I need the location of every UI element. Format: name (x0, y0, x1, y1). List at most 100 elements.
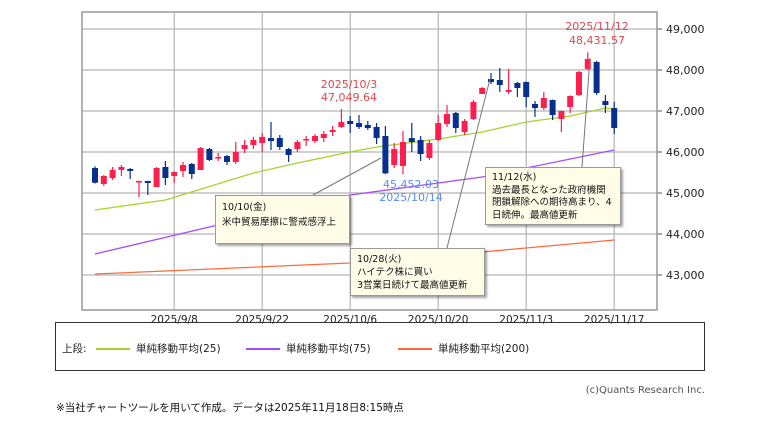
low-label-value: 45,452.03 (383, 178, 439, 191)
candle-body (576, 72, 582, 96)
candle-body (259, 136, 266, 143)
candle-body (268, 138, 274, 142)
candle-body (100, 175, 107, 184)
annotation-leader-line (581, 57, 591, 168)
candle-body (505, 90, 512, 93)
y-tick-label: 47,000 (666, 105, 705, 118)
annotation-text: 過去最長となった政府機関 (492, 184, 606, 196)
candle-body (593, 62, 600, 94)
candle-body (206, 149, 213, 160)
candle-body (540, 98, 547, 109)
candle-body (435, 123, 442, 140)
candle-body (479, 87, 486, 94)
annotation-leader-line (446, 78, 491, 249)
x-tick-label: 2025/10/6 (323, 314, 377, 326)
candle-body (611, 108, 618, 129)
annotation-title: 10/10(金) (222, 202, 267, 213)
legend-item-ma200: 単純移動平均(200) (398, 341, 529, 356)
candle-body (461, 121, 468, 132)
y-tick-label: 49,000 (666, 23, 705, 36)
candle-body (567, 95, 574, 107)
legend-swatch (398, 347, 432, 350)
candle-body (452, 113, 459, 129)
x-tick-label: 2025/9/8 (151, 314, 198, 326)
candle-body (153, 167, 160, 188)
x-tick-label: 2025/9/22 (235, 314, 289, 326)
candle-body (523, 82, 530, 98)
candle-body (373, 126, 380, 139)
high-label-value: 47,049.64 (321, 91, 377, 104)
annotation-box-1112: 11/12(水) 過去最長となった政府機関 閉鎖解除への期待高まり、4 日続伸。… (485, 167, 621, 225)
candle-body (285, 149, 292, 155)
annotation-box-1028: 10/28(火) ハイテク株に買い 3営業日続けて最高値更新 (350, 248, 485, 296)
y-tick-label: 48,000 (666, 64, 705, 77)
high-label-value: 48,431.57 (569, 34, 625, 47)
candle-body (549, 100, 556, 116)
candle-body (532, 103, 538, 109)
annotation-text: 3営業日続けて最高値更新 (357, 280, 468, 291)
footnote: ※当社チャートツールを用いて作成。データは2025年11月18日8:15時点 (56, 402, 404, 414)
candle-body (144, 180, 151, 183)
candle-body (224, 156, 230, 163)
legend-item-ma25: 単純移動平均(25) (96, 341, 221, 356)
y-tick-label: 44,000 (666, 228, 705, 241)
annotation-box-1010: 10/10(金) 米中貿易摩擦に警戒感浮上 (215, 195, 350, 244)
x-tick-label: 2025/11/3 (499, 314, 553, 326)
candle-body (602, 100, 609, 106)
candle-body (250, 139, 257, 145)
candle-body (496, 80, 503, 86)
low-label-date: 2025/10/14 (379, 191, 442, 204)
plot-frame (81, 11, 658, 311)
candle-body (303, 139, 310, 141)
candle-body (276, 138, 283, 147)
copyright: (c)Quants Research Inc. (585, 385, 705, 396)
candle-body (232, 152, 239, 163)
candle-body (171, 172, 178, 176)
candle-body (294, 141, 301, 150)
candle-body (514, 82, 521, 88)
candle-body (197, 147, 204, 170)
annotation-text: 米中貿易摩擦に警戒感浮上 (222, 217, 337, 228)
candle-body (426, 142, 433, 158)
x-tick-label: 2025/10/20 (408, 314, 469, 326)
candle-body (584, 59, 591, 70)
candle-body (558, 111, 565, 119)
legend-prefix: 上段: (62, 343, 87, 355)
candle-body (364, 124, 371, 129)
candle-body (382, 136, 389, 174)
candle-body (92, 167, 98, 183)
candle-body (391, 149, 398, 165)
candle-body (180, 164, 186, 171)
annotation-leader-line (312, 157, 382, 196)
candle-body (312, 136, 318, 142)
candle-body (109, 169, 116, 178)
candle-body (488, 79, 494, 83)
annotation-text: 閉鎖解除への期待高まり、4 (492, 197, 612, 208)
candle-body (215, 157, 222, 159)
y-tick-label: 45,000 (666, 187, 705, 200)
annotation-text: 日続伸。最高値更新 (492, 209, 578, 221)
annotation-title: 10/28(火) (357, 254, 402, 265)
candle-body (444, 113, 450, 124)
candle-body (329, 129, 336, 132)
annotation-text: ハイテク株に買い (357, 267, 433, 278)
y-tick-label: 43,000 (666, 269, 705, 282)
candle-body (338, 121, 345, 127)
candle-body (400, 141, 406, 166)
x-tick-label: 2025/11/17 (584, 314, 645, 326)
candle-body (408, 138, 415, 142)
high-label-date: 2025/11/12 (565, 20, 628, 33)
high-label-date: 2025/10/3 (321, 78, 377, 91)
candle-body (162, 167, 169, 178)
candle-body (118, 167, 125, 170)
candle-body (320, 134, 327, 139)
legend-item-ma75: 単純移動平均(75) (246, 341, 371, 356)
candle-body (417, 139, 424, 155)
legend-swatch (246, 347, 280, 350)
ma-line-ma25 (94, 107, 615, 211)
candle-body (470, 101, 477, 119)
candle-body (356, 123, 362, 127)
legend-swatch (96, 347, 130, 350)
legend: 上段: 単純移動平均(25) 単純移動平均(75) 単純移動平均(200) (55, 322, 705, 371)
